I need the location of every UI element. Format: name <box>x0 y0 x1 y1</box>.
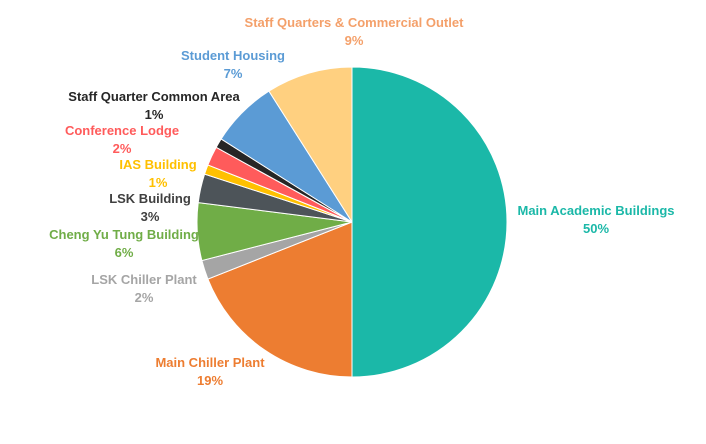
slice-value-lsk-building: 3% <box>141 209 160 224</box>
slice-value-main-academic-buildings: 50% <box>583 221 609 236</box>
slice-value-cheng-yu-tung-building: 6% <box>115 245 134 260</box>
slice-label-main-chiller-plant: Main Chiller Plant <box>155 355 265 370</box>
slice-label-staff-quarter-common-area: Staff Quarter Common Area <box>68 89 240 104</box>
slice-label-ias-building: IAS Building <box>119 157 196 172</box>
slice-value-conference-lodge: 2% <box>113 141 132 156</box>
slice-label-lsk-building: LSK Building <box>109 191 191 206</box>
slice-main-chiller-plant <box>207 221 353 378</box>
slice-staff-quarters-and-commercial-outlet <box>268 66 353 224</box>
pie-slices <box>196 66 508 378</box>
pie-labels: Main Academic Buildings 50% Main Chiller P… <box>49 15 674 388</box>
slice-label-conference-lodge: Conference Lodge <box>65 123 179 138</box>
slice-label-staff-quarters-and-commercial-outlet: Staff Quarters & Commercial Outlet <box>245 15 465 30</box>
slice-value-lsk-chiller-plant: 2% <box>135 290 154 305</box>
slice-value-student-housing: 7% <box>224 66 243 81</box>
slice-label-main-academic-buildings: Main Academic Buildings <box>518 203 675 218</box>
slice-label-lsk-chiller-plant: LSK Chiller Plant <box>91 272 197 287</box>
slice-label-cheng-yu-tung-building: Cheng Yu Tung Building <box>49 227 199 242</box>
slice-value-staff-quarter-common-area: 1% <box>145 107 164 122</box>
slice-main-academic-buildings <box>351 66 508 378</box>
slice-label-student-housing: Student Housing <box>181 48 285 63</box>
slice-value-main-chiller-plant: 19% <box>197 373 223 388</box>
slice-value-ias-building: 1% <box>149 175 168 190</box>
slice-value-staff-quarters-and-commercial-outlet: 9% <box>345 33 364 48</box>
